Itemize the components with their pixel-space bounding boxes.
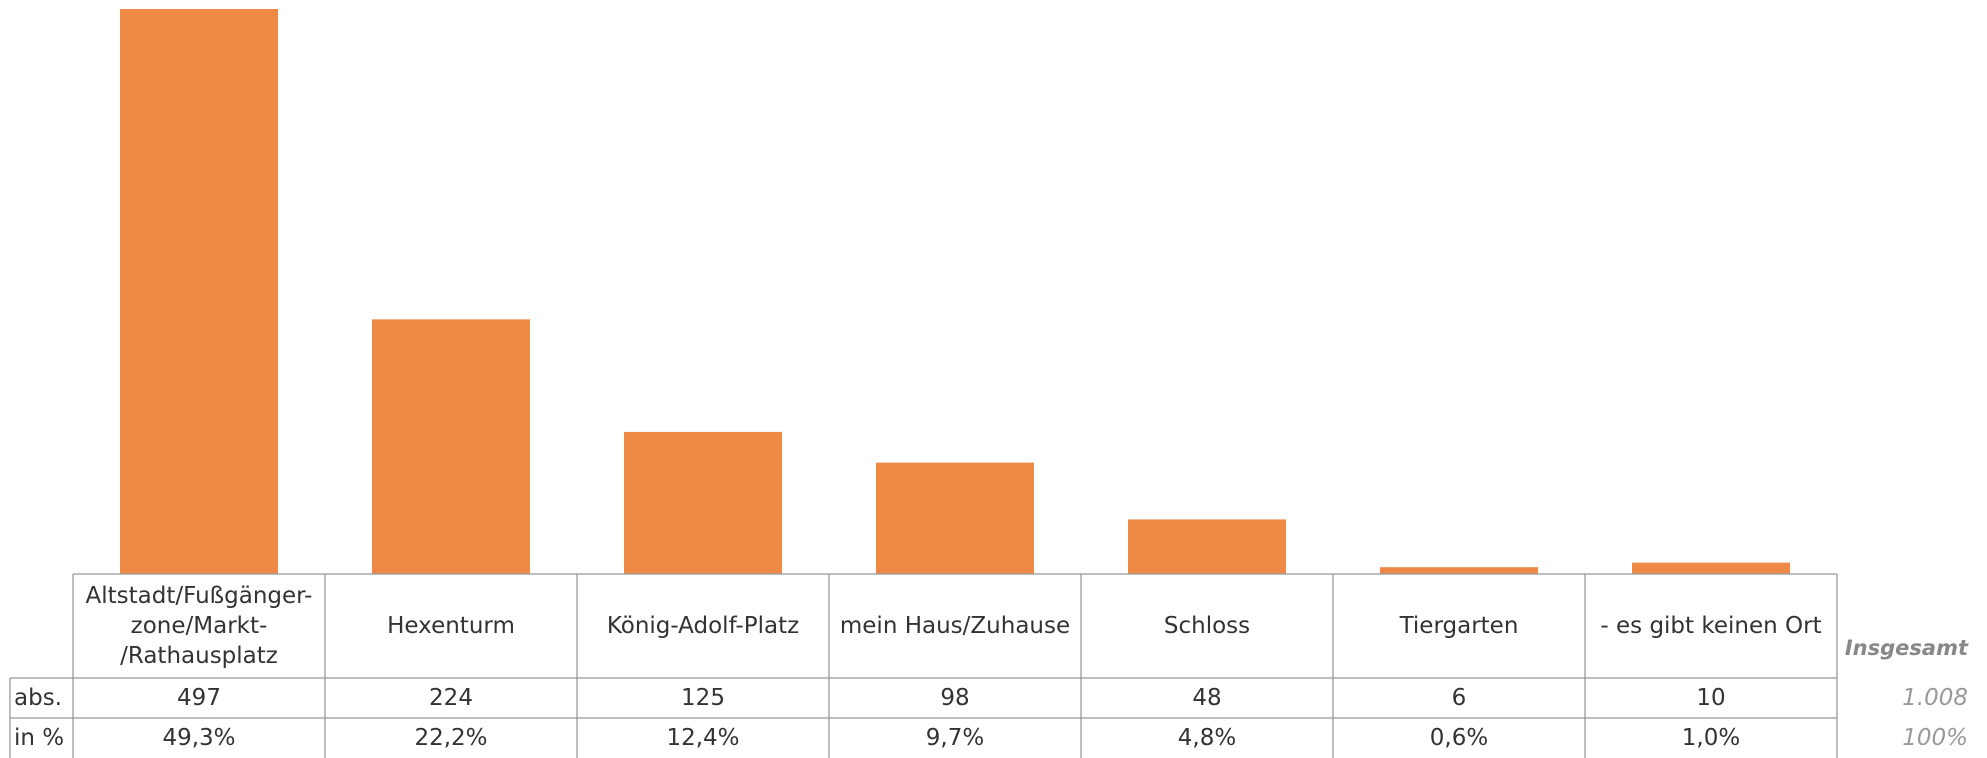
category-label: Tiergarten bbox=[1399, 613, 1519, 639]
percent-value: 4,8% bbox=[1177, 725, 1237, 751]
bar bbox=[1128, 519, 1286, 574]
abs-value: 98 bbox=[940, 685, 970, 711]
abs-value: 48 bbox=[1192, 685, 1222, 711]
total-abs: 1.008 bbox=[1902, 685, 1968, 711]
percent-value: 9,7% bbox=[925, 725, 985, 751]
category-label: König-Adolf-Platz bbox=[606, 613, 800, 639]
bar bbox=[624, 431, 782, 574]
abs-value: 10 bbox=[1696, 685, 1726, 711]
bar bbox=[372, 319, 530, 574]
abs-value: 224 bbox=[429, 685, 473, 711]
abs-value: 6 bbox=[1451, 685, 1467, 711]
total-header: Insgesamt bbox=[1844, 636, 1968, 660]
bar bbox=[1632, 562, 1790, 574]
percent-value: 0,6% bbox=[1429, 725, 1489, 751]
percent-value: 22,2% bbox=[414, 725, 488, 751]
category-label: Altstadt/Fußgänger- zone/Markt- /Rathaus… bbox=[85, 583, 313, 669]
bar bbox=[1380, 567, 1538, 574]
percent-value: 12,4% bbox=[666, 725, 740, 751]
bar bbox=[876, 462, 1034, 574]
bar bbox=[120, 9, 278, 574]
total-percent: 100% bbox=[1902, 725, 1968, 751]
abs-value: 497 bbox=[177, 685, 221, 711]
category-label: Hexenturm bbox=[387, 613, 515, 639]
percent-value: 49,3% bbox=[162, 725, 236, 751]
row-label: abs. bbox=[14, 685, 62, 711]
category-label: mein Haus/Zuhause bbox=[839, 613, 1071, 639]
percent-value: 1,0% bbox=[1681, 725, 1741, 751]
row-label: in % bbox=[14, 725, 65, 751]
category-label: Schloss bbox=[1163, 613, 1251, 639]
category-label: - es gibt keinen Ort bbox=[1600, 613, 1822, 639]
abs-value: 125 bbox=[681, 685, 725, 711]
